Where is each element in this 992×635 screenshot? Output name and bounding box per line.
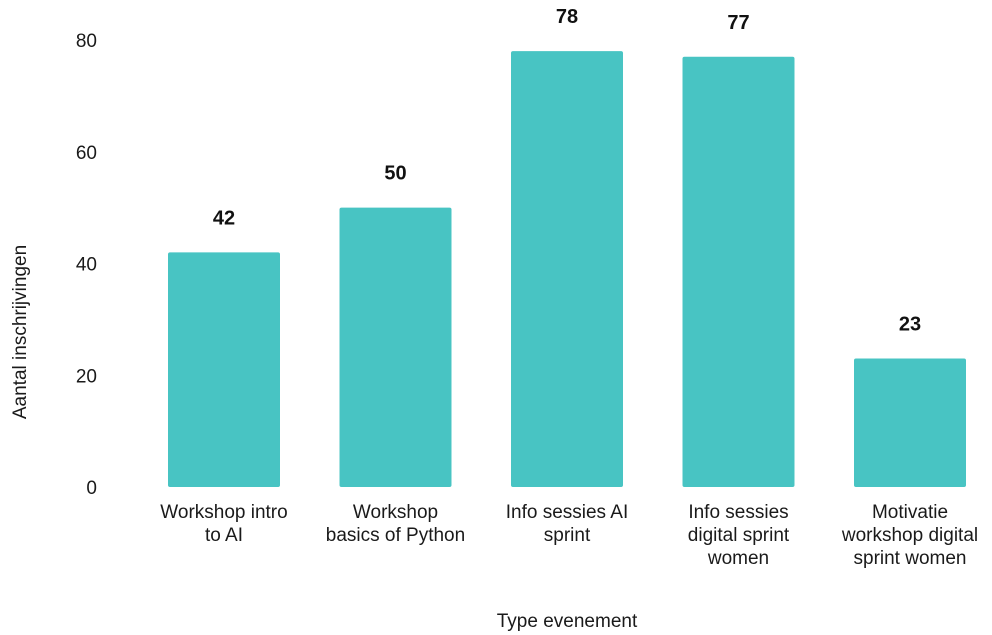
bar-value-label: 42: [213, 207, 235, 229]
bar: [511, 51, 623, 488]
y-tick-label: 0: [86, 478, 97, 499]
value-labels: 42 50 78 77 23: [213, 6, 921, 335]
bar-value-label: 77: [727, 12, 749, 34]
x-category-label-line: digital sprint: [688, 525, 790, 546]
x-category-label-line: Motivatie: [872, 502, 948, 523]
x-category-label-line: sprint: [544, 525, 591, 546]
bar: [682, 56, 795, 487]
y-axis-ticks: 0 20 40 60 80: [76, 31, 97, 499]
y-tick-label: 60: [76, 143, 97, 164]
x-category-label-line: Workshop intro: [160, 502, 287, 523]
x-category-label-line: to AI: [205, 525, 243, 546]
bar-value-label: 23: [899, 313, 921, 335]
x-category-label: Info sessies AI sprint: [506, 502, 629, 546]
x-category-label-line: workshop digital: [841, 525, 978, 546]
bar: [168, 252, 280, 487]
bar: [339, 207, 452, 487]
bar-value-label: 50: [384, 163, 406, 185]
x-category-label: Motivatie workshop digital sprint women: [841, 502, 978, 569]
y-tick-label: 80: [76, 31, 97, 52]
x-category-label-line: Info sessies AI: [506, 502, 629, 523]
category-labels: Workshop intro to AI Workshop basics of Pyt…: [160, 502, 978, 569]
y-axis-title: Aantal inschrijvingen: [10, 245, 31, 419]
x-category-label-line: women: [707, 548, 769, 569]
bar-value-label: 78: [556, 6, 578, 28]
y-tick-label: 40: [76, 255, 97, 276]
y-tick-label: 20: [76, 366, 97, 387]
x-category-label: Info sessies digital sprint women: [688, 502, 790, 569]
x-category-label: Workshop basics of Python: [326, 502, 465, 546]
x-category-label: Workshop intro to AI: [160, 502, 287, 546]
x-category-label-line: Info sessies: [688, 502, 788, 523]
x-category-label-line: basics of Python: [326, 525, 465, 546]
x-axis-title: Type evenement: [497, 611, 638, 632]
bars: [168, 51, 966, 488]
bar: [854, 358, 966, 487]
x-category-label-line: sprint women: [854, 548, 967, 569]
x-category-label-line: Workshop: [353, 502, 438, 523]
